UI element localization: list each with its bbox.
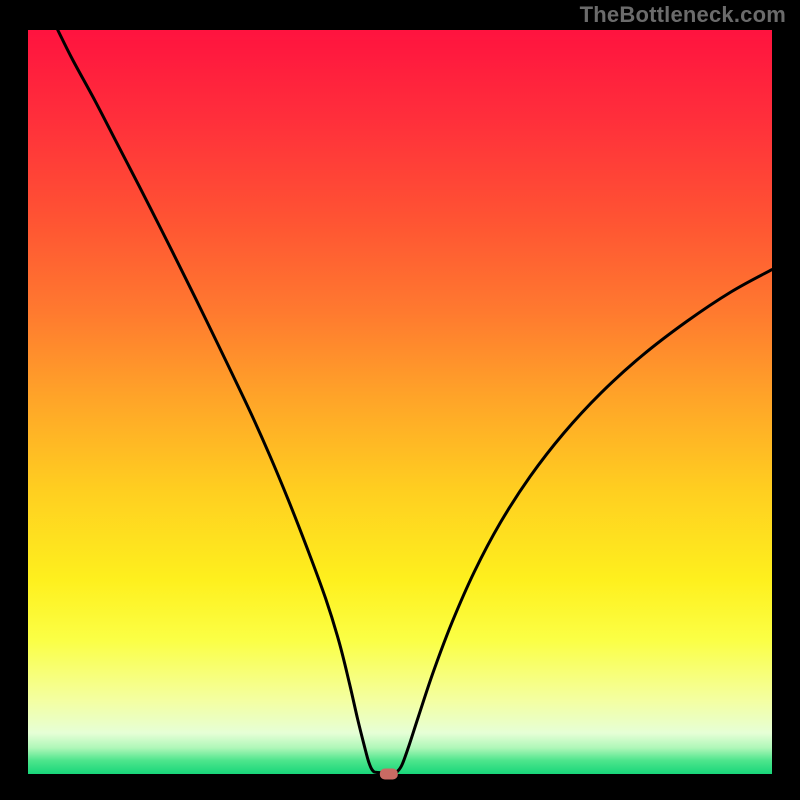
optimal-marker	[380, 769, 398, 780]
bottleneck-chart	[0, 0, 800, 800]
chart-container: TheBottleneck.com	[0, 0, 800, 800]
plot-background	[28, 30, 772, 774]
